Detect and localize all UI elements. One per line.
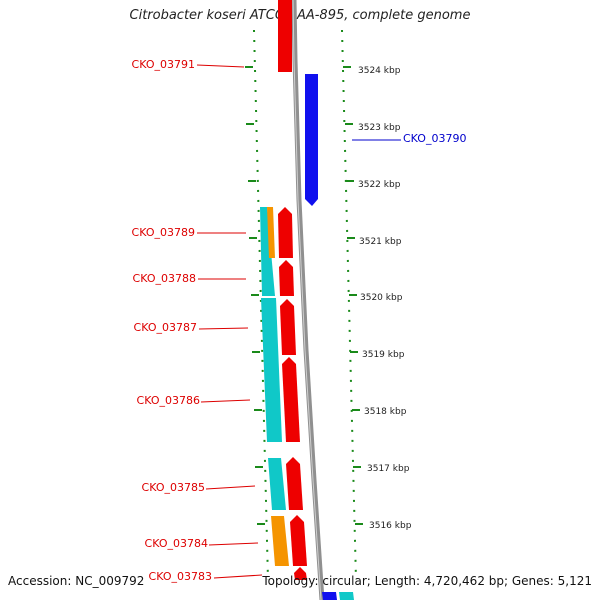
gene-cko-03785[interactable] bbox=[286, 457, 303, 510]
ruler-label: 3518 kbp bbox=[364, 407, 407, 417]
ruler-ticks bbox=[245, 66, 363, 525]
ruler-label: 3517 kbp bbox=[367, 464, 410, 474]
genome-backbone bbox=[291, 0, 325, 600]
genome-backbone-highlight bbox=[292, 0, 322, 600]
gene-cko-03783[interactable] bbox=[294, 567, 307, 580]
gene-cko-03789[interactable] bbox=[278, 207, 293, 258]
gene-blue-bottom[interactable] bbox=[322, 592, 337, 600]
feature-teal-4[interactable] bbox=[339, 592, 354, 600]
feature-orange-2[interactable] bbox=[271, 516, 289, 566]
gene-label-cko-03783[interactable]: CKO_03783 bbox=[149, 570, 212, 583]
gene-cko-03790[interactable] bbox=[305, 74, 318, 206]
ruler-label: 3522 kbp bbox=[358, 180, 401, 190]
ruler-label: 3520 kbp bbox=[360, 293, 403, 303]
gene-label-cko-03790[interactable]: CKO_03790 bbox=[403, 132, 466, 145]
gene-cko-03784[interactable] bbox=[290, 515, 307, 566]
gene-cko-03788[interactable] bbox=[279, 260, 294, 296]
ruler-label: 3519 kbp bbox=[362, 350, 405, 360]
gene-cko-03787[interactable] bbox=[280, 299, 296, 355]
topology-label: Topology: circular; Length: 4,720,462 bp… bbox=[262, 574, 592, 588]
gene-label-cko-03791[interactable]: CKO_03791 bbox=[132, 58, 195, 71]
ruler-label: 3521 kbp bbox=[359, 237, 402, 247]
label-leaders bbox=[196, 64, 401, 579]
gene-label-cko-03786[interactable]: CKO_03786 bbox=[137, 394, 200, 407]
ruler-label: 3524 kbp bbox=[358, 66, 401, 76]
gene-label-cko-03788[interactable]: CKO_03788 bbox=[133, 272, 196, 285]
ruler-label: 3523 kbp bbox=[358, 123, 401, 133]
feature-teal-3[interactable] bbox=[268, 458, 286, 510]
gene-cko-03786[interactable] bbox=[282, 357, 300, 442]
gene-label-cko-03789[interactable]: CKO_03789 bbox=[132, 226, 195, 239]
gene-label-cko-03785[interactable]: CKO_03785 bbox=[142, 481, 205, 494]
left-track-border bbox=[253, 29, 269, 581]
gene-label-cko-03787[interactable]: CKO_03787 bbox=[134, 321, 197, 334]
gene-label-cko-03784[interactable]: CKO_03784 bbox=[145, 537, 208, 550]
gene-cko-03791[interactable] bbox=[278, 0, 292, 72]
feature-teal-2[interactable] bbox=[261, 298, 282, 442]
map-title: Citrobacter koseri ATCC BAA-895, complet… bbox=[129, 8, 471, 23]
feature-teal-1[interactable] bbox=[260, 207, 275, 296]
right-track-border bbox=[341, 29, 357, 581]
ruler-label: 3516 kbp bbox=[369, 521, 412, 531]
accession-label: Accession: NC_009792 bbox=[8, 574, 145, 588]
feature-orange-1[interactable] bbox=[267, 207, 275, 258]
